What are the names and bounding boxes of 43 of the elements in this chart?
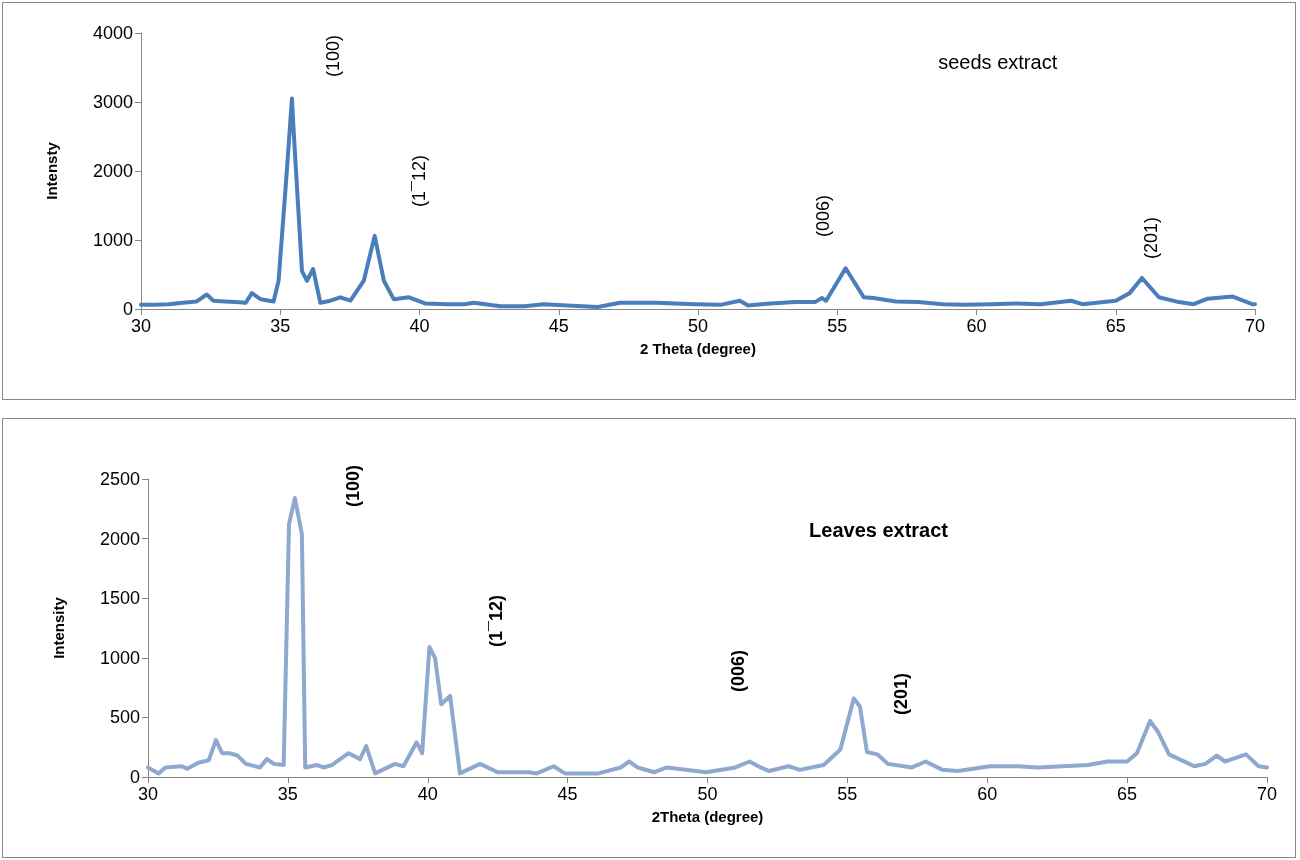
x-tick-label: 45 [548, 316, 569, 336]
x-tick-label: 35 [270, 316, 291, 336]
x-tick-label: 35 [277, 784, 298, 804]
x-tick-label: 55 [827, 316, 848, 336]
annotation: (100) [323, 34, 343, 78]
y-axis-title: Intensity [50, 596, 67, 659]
x-tick-label: 65 [1117, 784, 1138, 804]
x-tick-label: 50 [697, 784, 718, 804]
y-tick-label: 2500 [99, 469, 140, 489]
y-tick-label: 1000 [99, 647, 140, 668]
x-tick-label: 40 [409, 316, 430, 336]
x-tick-label: 40 [417, 784, 438, 804]
x-tick-label: 60 [966, 316, 987, 336]
x-tick-label: 45 [557, 784, 578, 804]
y-tick-label: 3000 [92, 92, 133, 112]
annotation: (006) [728, 649, 748, 693]
x-tick-label: 55 [837, 784, 858, 804]
y-tick-label: 0 [129, 767, 140, 787]
text: Leaves extract [809, 519, 949, 542]
x-tick-label: 70 [1256, 784, 1278, 804]
x-axis-title: 2 Theta (degree) [640, 340, 756, 357]
y-tick-label: 0 [122, 299, 133, 319]
y-tick-label: 2000 [99, 528, 140, 549]
x-axis-title: 2Theta (degree) [651, 808, 764, 825]
annotation: (201) [891, 672, 911, 716]
x-tick-label: 50 [687, 316, 709, 336]
x-tick-label: 30 [137, 784, 159, 804]
y-tick-label: 1500 [99, 588, 140, 609]
x-tick-label: 30 [130, 316, 152, 336]
annotation: (1¯12) [409, 155, 429, 207]
x-tick-label: 65 [1105, 316, 1126, 336]
y-tick-label: 1000 [92, 230, 133, 250]
text: seeds extract [938, 50, 1058, 73]
x-tick-label: 70 [1244, 316, 1266, 336]
y-tick-label: 2000 [92, 161, 133, 181]
annotation: (1¯12) [486, 595, 506, 647]
y-tick-label: 4000 [92, 23, 133, 43]
x-tick-label: 60 [977, 784, 998, 804]
annotation: (100) [343, 464, 363, 508]
y-tick-label: 500 [109, 707, 140, 728]
annotation: (006) [813, 194, 833, 238]
annotation: (201) [1141, 216, 1161, 260]
y-axis-title: Intensty [43, 141, 60, 200]
